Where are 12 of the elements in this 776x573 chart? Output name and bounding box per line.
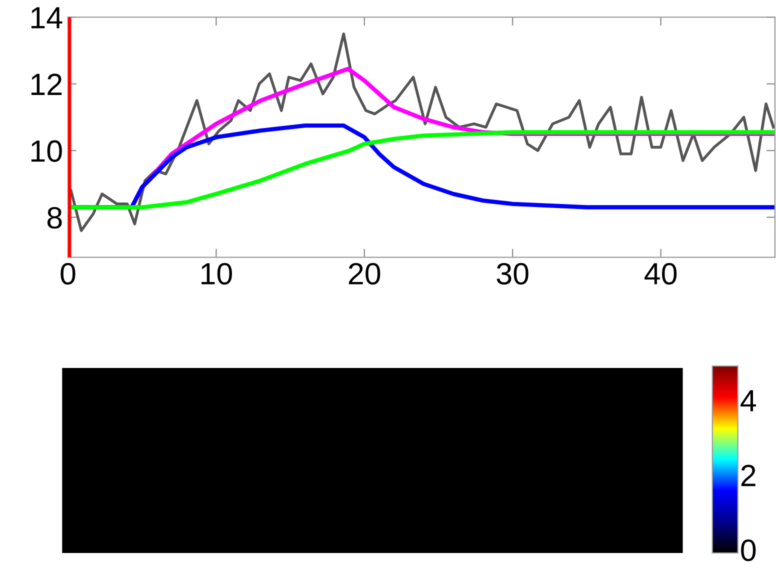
text: 0 <box>741 540 756 562</box>
y-tick-label: 10 <box>31 140 62 162</box>
x-tick-label: 0 <box>60 262 76 285</box>
x-tick-label: 10 <box>202 262 232 285</box>
x-tick-label: 20 <box>348 262 380 285</box>
y-tick-label: 12 <box>31 74 62 95</box>
text: 4 <box>740 390 756 412</box>
x-tick-label: 40 <box>644 262 677 285</box>
x-tick-label: 30 <box>496 262 528 285</box>
y-tick-label: 8 <box>47 207 62 229</box>
y-tick-label: 14 <box>31 7 62 28</box>
text: 2 <box>741 464 756 486</box>
